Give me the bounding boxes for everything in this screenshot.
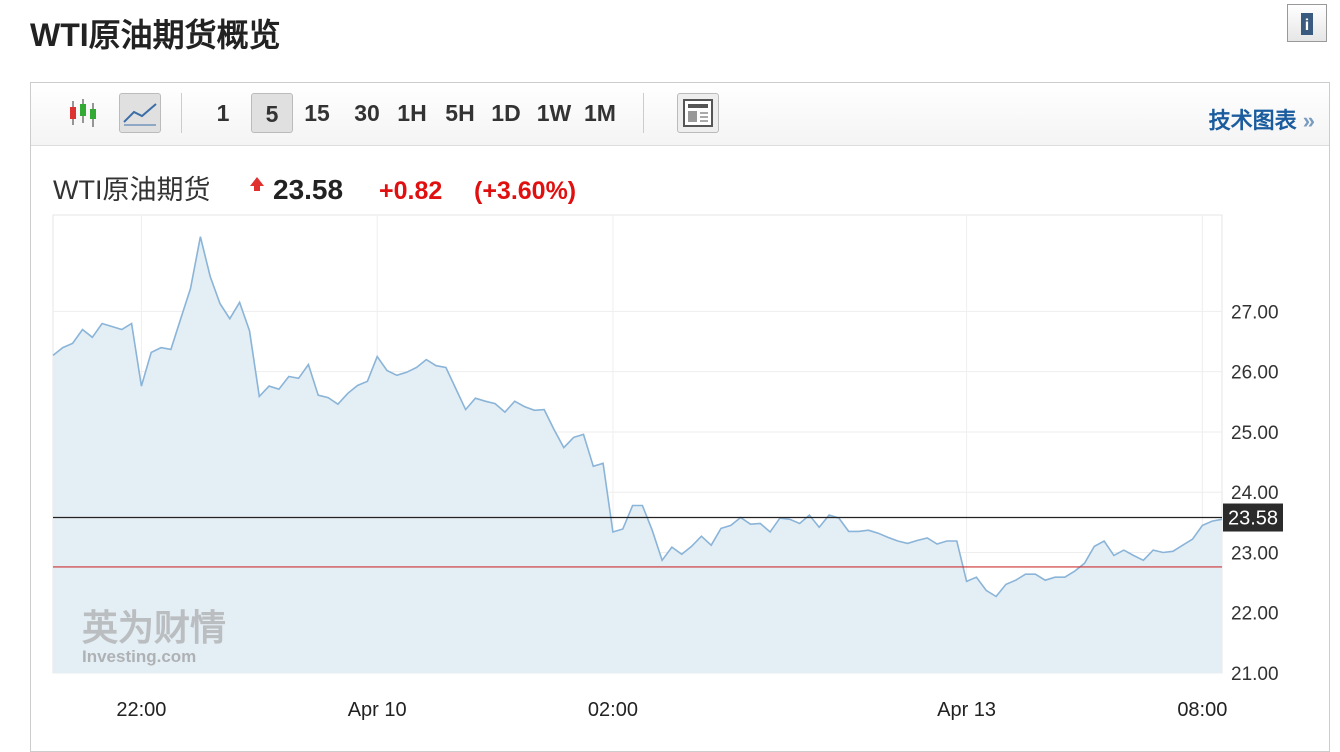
y-tick-label: 27.00: [1231, 302, 1279, 323]
watermark: 英为财情: [82, 607, 226, 648]
y-tick-label: 21.00: [1231, 664, 1279, 685]
period-button[interactable]: 1D: [491, 100, 521, 126]
price-tag: [1223, 503, 1283, 532]
period-button[interactable]: 5: [251, 93, 293, 133]
up-arrow: [250, 177, 264, 191]
price-tag-label: 23.58: [1228, 508, 1278, 530]
info-button[interactable]: i: [1287, 4, 1327, 42]
instrument-name: WTI原油期货: [53, 175, 210, 205]
info-icon: i: [1301, 13, 1313, 35]
x-tick-label: 02:00: [588, 699, 638, 721]
line-icon: [123, 103, 157, 126]
link-text: 技术图表: [1208, 108, 1297, 133]
period-button[interactable]: 1: [216, 100, 230, 126]
candle-icon[interactable]: [67, 97, 99, 129]
layout-button[interactable]: [677, 93, 719, 133]
x-tick-label: 08:00: [1177, 699, 1227, 721]
y-tick-label: 25.00: [1231, 423, 1279, 444]
layout-icon: [683, 99, 713, 127]
y-tick-label: 26.00: [1231, 363, 1279, 384]
technical-chart-link[interactable]: 技术图表 »: [1209, 103, 1315, 135]
period-button[interactable]: 30: [354, 100, 380, 126]
x-tick-label: 22:00: [116, 699, 166, 721]
page-title: WTI原油期货概览: [30, 17, 281, 53]
line: [52, 236, 1223, 598]
link-arrow: »: [1302, 108, 1315, 133]
change: +0.82: [379, 177, 442, 205]
svg-text:i: i: [1305, 17, 1309, 34]
separator: [643, 93, 644, 133]
change-percent: (+3.60%): [474, 177, 576, 205]
x-tick-label: Apr 13: [937, 699, 996, 721]
period-button[interactable]: 15: [304, 100, 330, 126]
period-button[interactable]: 1M: [584, 100, 616, 126]
period-button[interactable]: 1W: [536, 100, 572, 126]
price: 23.58: [273, 174, 343, 205]
line-chart-button[interactable]: [119, 93, 161, 133]
watermark-sub: Investing.com: [82, 647, 196, 666]
area: [53, 236, 1222, 673]
separator: [181, 93, 182, 133]
y-tick-label: 23.00: [1231, 543, 1279, 564]
y-tick-label: 22.00: [1231, 604, 1279, 625]
period-button[interactable]: 1H: [397, 100, 427, 126]
period-button[interactable]: 5H: [445, 100, 475, 126]
y-tick-label: 24.00: [1231, 483, 1279, 504]
x-tick-label: Apr 10: [348, 699, 407, 721]
toolbar: 技术图表 » 1 5 15 30 1H 5H 1D 1W 1M: [31, 83, 1329, 146]
